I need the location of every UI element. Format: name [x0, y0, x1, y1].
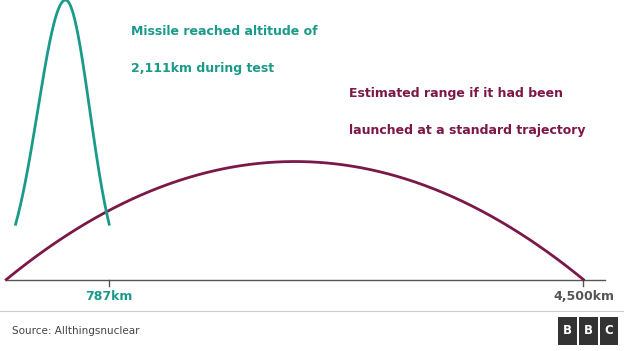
Text: Missile reached altitude of: Missile reached altitude of: [131, 25, 318, 38]
Text: Source: Allthingsnuclear: Source: Allthingsnuclear: [12, 326, 140, 336]
Text: C: C: [605, 324, 613, 337]
Text: Estimated range if it had been: Estimated range if it had been: [349, 87, 563, 100]
Text: 2,111km during test: 2,111km during test: [131, 62, 274, 75]
Text: 787km: 787km: [85, 290, 133, 304]
Text: B: B: [563, 324, 572, 337]
FancyBboxPatch shape: [579, 317, 598, 345]
Text: B: B: [584, 324, 593, 337]
Text: launched at a standard trajectory: launched at a standard trajectory: [349, 124, 586, 137]
FancyBboxPatch shape: [558, 317, 577, 345]
Text: 4,500km: 4,500km: [553, 290, 614, 304]
FancyBboxPatch shape: [600, 317, 618, 345]
